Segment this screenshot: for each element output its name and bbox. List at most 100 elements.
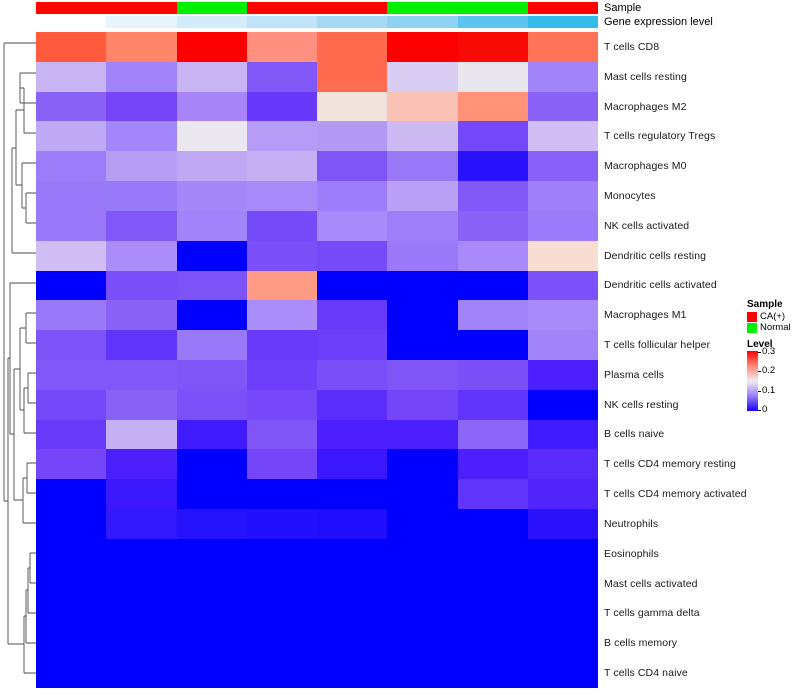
gene-expression-annotation-cell xyxy=(317,16,388,28)
heatmap-cell xyxy=(387,509,458,539)
heatmap-cell xyxy=(106,479,177,509)
legend-color-swatch xyxy=(747,311,757,322)
heatmap-cell xyxy=(176,300,247,331)
heatmap-cell xyxy=(387,330,458,360)
heatmap-row xyxy=(36,210,598,241)
heatmap-cell xyxy=(176,509,247,539)
heatmap-row-label: T cells CD4 memory resting xyxy=(604,458,736,471)
sample-annotation-cell xyxy=(176,2,247,14)
colorbar-tick-label: 0.2 xyxy=(762,365,776,377)
heatmap-cell xyxy=(176,210,247,241)
heatmap-row-label: Neutrophils xyxy=(604,517,659,530)
heatmap-cell xyxy=(176,568,247,599)
heatmap-cell xyxy=(457,419,528,450)
sample-annotation-cell xyxy=(317,2,388,14)
heatmap-cell xyxy=(36,330,107,360)
heatmap-cell xyxy=(317,419,388,450)
heatmap-cell xyxy=(246,91,317,122)
heatmap-cell xyxy=(36,91,107,122)
heatmap-cell xyxy=(246,121,317,152)
heatmap-cell xyxy=(387,270,458,301)
heatmap-cell xyxy=(106,598,177,629)
heatmap-cell xyxy=(246,598,317,629)
heatmap-cell xyxy=(387,61,458,92)
heatmap-cell xyxy=(527,538,598,569)
heatmap-cell xyxy=(317,509,388,539)
heatmap-row-label: Eosinophils xyxy=(604,547,659,560)
gene-expression-annotation-cell xyxy=(387,16,458,28)
heatmap-row xyxy=(36,61,598,92)
heatmap-cell xyxy=(246,330,317,360)
gene-expression-annotation-cell xyxy=(106,16,177,28)
heatmap-cell xyxy=(457,509,528,539)
heatmap-cell xyxy=(176,151,247,182)
heatmap-row-label: Macrophages M0 xyxy=(604,160,687,173)
heatmap-cell xyxy=(246,658,317,688)
heatmap-cell xyxy=(527,628,598,659)
heatmap-cell xyxy=(246,300,317,331)
heatmap-cell xyxy=(246,628,317,659)
heatmap-cell xyxy=(387,568,458,599)
heatmap-row-label: Mast cells resting xyxy=(604,70,687,83)
heatmap-cell xyxy=(246,419,317,450)
heatmap-cell xyxy=(176,359,247,390)
sample-annotation-cell xyxy=(106,2,177,14)
heatmap-row-label: B cells memory xyxy=(604,637,678,650)
heatmap-cell xyxy=(527,210,598,241)
heatmap-cell xyxy=(176,628,247,659)
heatmap-cell xyxy=(36,151,107,182)
heatmap-cell xyxy=(106,121,177,152)
heatmap-cell xyxy=(246,509,317,539)
heatmap-row-label: NK cells activated xyxy=(604,219,690,232)
heatmap-cell xyxy=(387,91,458,122)
heatmap-cell xyxy=(317,32,388,62)
heatmap-cell xyxy=(457,568,528,599)
sample-annotation-cell xyxy=(527,2,598,14)
heatmap-cell xyxy=(387,658,458,688)
heatmap-cell xyxy=(36,479,107,509)
heatmap-cell xyxy=(106,240,177,271)
heatmap-cell xyxy=(317,210,388,241)
heatmap-cell xyxy=(36,300,107,331)
heatmap-row xyxy=(36,121,598,152)
heatmap-cell xyxy=(457,61,528,92)
legend-sample-item: Normal xyxy=(747,322,800,333)
heatmap-cell xyxy=(246,240,317,271)
heatmap-cell xyxy=(317,151,388,182)
heatmap-row-label: B cells naive xyxy=(604,428,665,441)
colorbar-tick-mark xyxy=(758,371,761,373)
heatmap-cell xyxy=(527,151,598,182)
heatmap-cell xyxy=(246,181,317,211)
heatmap-cell xyxy=(317,270,388,301)
heatmap-cell xyxy=(457,598,528,629)
heatmap-cell xyxy=(36,240,107,271)
colorbar-tick-mark xyxy=(758,390,761,392)
colorbar-tick-label: 0 xyxy=(762,404,768,415)
heatmap-cell xyxy=(246,359,317,390)
heatmap-cell xyxy=(527,61,598,92)
heatmap-cell xyxy=(457,359,528,390)
heatmap-cell xyxy=(176,181,247,211)
heatmap-row-label: Macrophages M2 xyxy=(604,100,687,113)
heatmap-cell xyxy=(457,151,528,182)
heatmap-cell xyxy=(387,32,458,62)
heatmap-cell xyxy=(176,91,247,122)
heatmap-cell xyxy=(36,419,107,450)
heatmap-cell xyxy=(457,121,528,152)
heatmap-cell xyxy=(527,300,598,331)
heatmap-cell xyxy=(317,479,388,509)
heatmap-cell xyxy=(176,240,247,271)
heatmap-cell xyxy=(176,61,247,92)
heatmap-row xyxy=(36,151,598,182)
heatmap-cell xyxy=(457,240,528,271)
heatmap-row xyxy=(36,628,598,659)
heatmap-cell xyxy=(106,449,177,480)
heatmap-cell xyxy=(317,181,388,211)
heatmap-cell xyxy=(527,449,598,480)
heatmap-cell xyxy=(36,389,107,420)
heatmap-cell xyxy=(36,628,107,659)
heatmap-cell xyxy=(106,359,177,390)
heatmap-cell xyxy=(457,389,528,420)
heatmap-cell xyxy=(387,300,458,331)
heatmap-cell xyxy=(36,181,107,211)
